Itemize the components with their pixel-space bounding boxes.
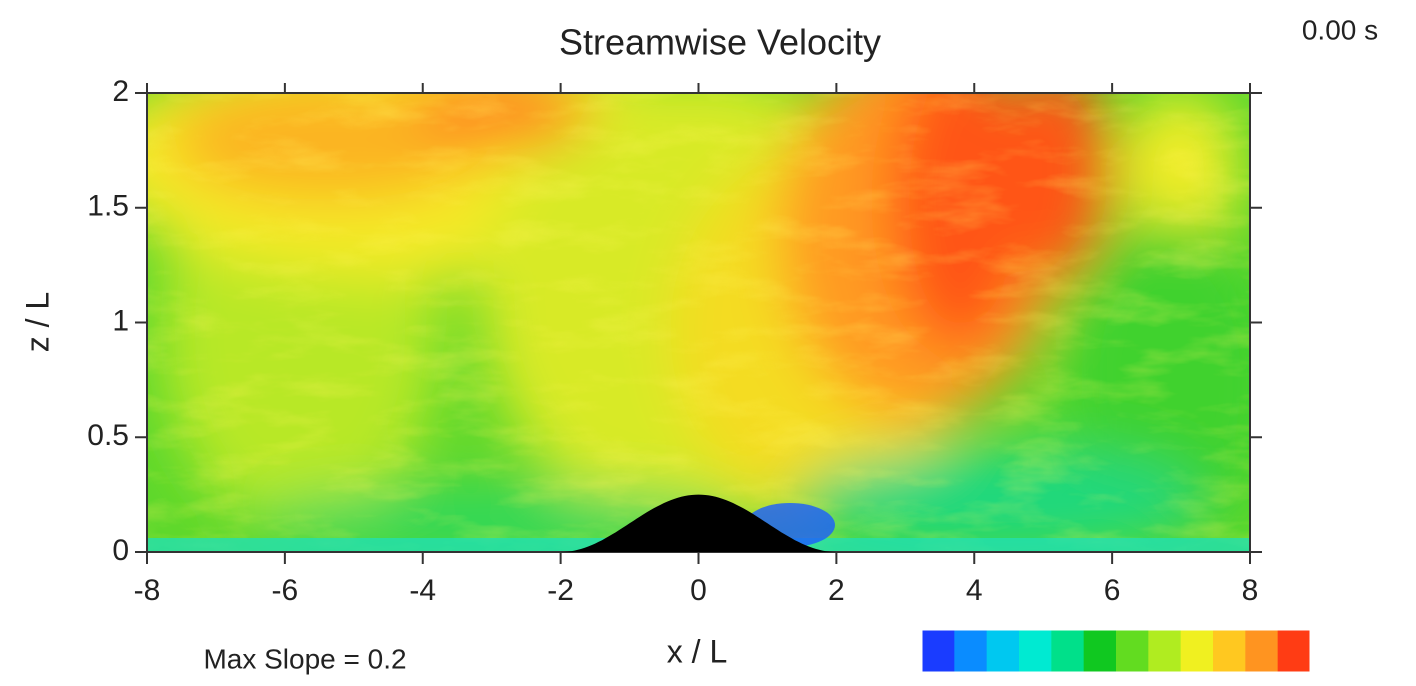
colorbar-swatch bbox=[1116, 630, 1149, 672]
colorbar-swatch bbox=[1277, 630, 1311, 672]
hill bbox=[560, 494, 837, 552]
x-tick-label: 8 bbox=[1242, 574, 1259, 607]
chart-title: Streamwise Velocity bbox=[559, 22, 881, 63]
colorbar-swatch bbox=[922, 630, 955, 672]
x-tick-label: -2 bbox=[547, 574, 574, 607]
x-tick-label: 6 bbox=[1104, 574, 1121, 607]
y-tick-label: 0 bbox=[112, 534, 129, 567]
colorbar-swatch bbox=[1213, 630, 1246, 672]
x-tick-label: 4 bbox=[966, 574, 983, 607]
y-tick-label: 2 bbox=[112, 75, 129, 108]
colorbar-swatch bbox=[954, 630, 988, 672]
colorbar-swatch bbox=[1083, 630, 1117, 672]
colorbar-swatch bbox=[1051, 630, 1085, 672]
colorbar-frame bbox=[921, 629, 1311, 673]
colorbar-swatch bbox=[1180, 630, 1214, 672]
x-tick-label: 0 bbox=[690, 574, 707, 607]
y-axis-label: z / L bbox=[19, 292, 55, 352]
x-tick-label: -8 bbox=[134, 574, 161, 607]
velocity-field bbox=[147, 93, 1250, 552]
y-tick-label: 0.5 bbox=[87, 419, 129, 452]
annotation: Max Slope = 0.2 bbox=[203, 643, 406, 674]
x-tick-label: -6 bbox=[272, 574, 299, 607]
colorbar-swatch bbox=[1148, 630, 1182, 672]
y-tick-label: 1 bbox=[112, 304, 129, 337]
time-label: 0.00 s bbox=[1302, 14, 1378, 45]
colorbar-swatch bbox=[986, 630, 1020, 672]
colorbar-swatch bbox=[1019, 630, 1052, 672]
x-tick-label: 2 bbox=[828, 574, 845, 607]
y-tick-label: 1.5 bbox=[87, 190, 129, 223]
x-tick-label: -4 bbox=[409, 574, 436, 607]
x-axis-label: x / L bbox=[667, 633, 727, 669]
colorbar-swatch bbox=[1245, 630, 1279, 672]
